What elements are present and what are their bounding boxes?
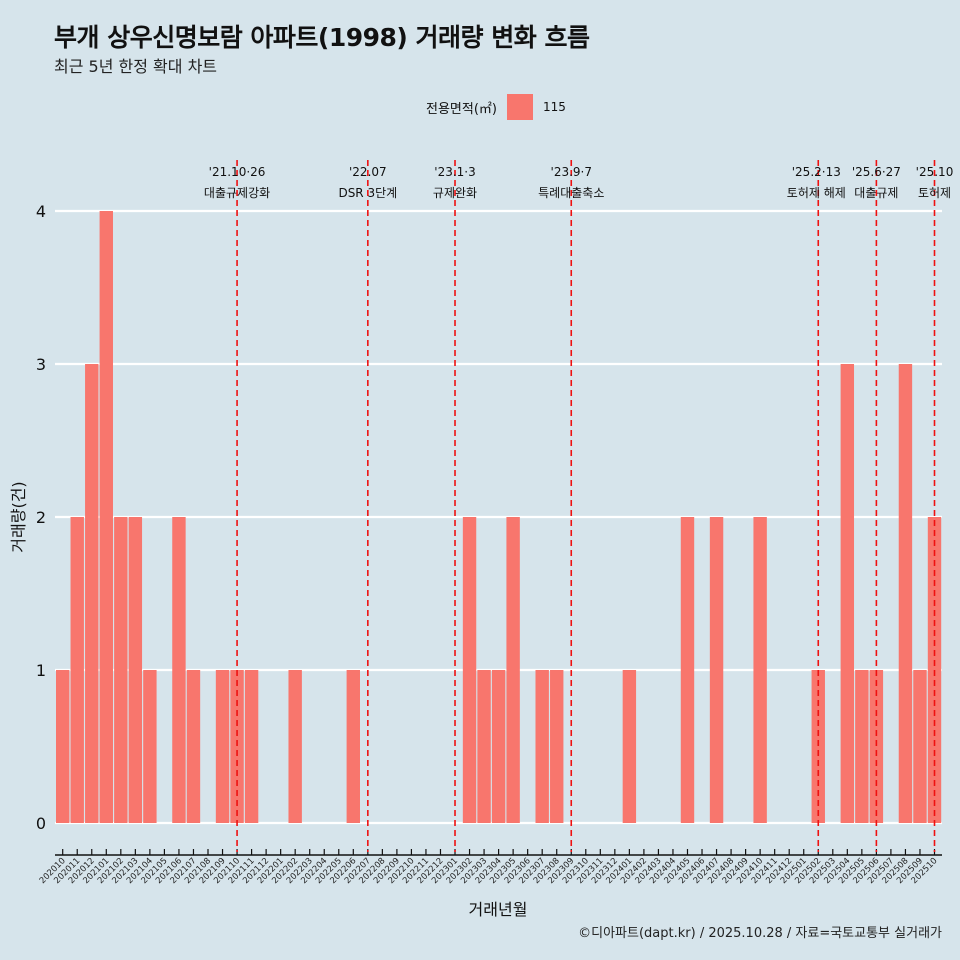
- bar: [869, 670, 884, 823]
- bar: [709, 517, 724, 823]
- bar: [840, 364, 855, 823]
- event-label: DSR 3단계: [338, 186, 397, 200]
- y-tick-label: 3: [36, 355, 46, 374]
- event-date: '25.10: [916, 165, 954, 179]
- event-label: 토허제 해제: [787, 186, 846, 200]
- bar: [491, 670, 506, 823]
- bar: [172, 517, 186, 823]
- event-date: '25.2·13: [792, 165, 841, 179]
- event-label: 특례대출축소: [538, 186, 604, 200]
- event-label: 대출규제강화: [204, 186, 270, 200]
- event-label: 토허제: [918, 186, 951, 200]
- bar: [477, 670, 491, 823]
- y-tick-label: 0: [36, 814, 46, 833]
- bar: [913, 670, 927, 823]
- legend: 전용면적(㎡) 115: [426, 94, 566, 120]
- y-axis-title: 거래량(건): [9, 481, 28, 552]
- bar: [85, 364, 99, 823]
- bar: [244, 670, 259, 823]
- bar: [186, 670, 201, 823]
- legend-title: 전용면적(㎡): [426, 101, 497, 117]
- bar: [288, 670, 302, 823]
- bar: [114, 517, 128, 823]
- bar: [56, 670, 70, 823]
- y-tick-label: 4: [36, 202, 46, 221]
- bar: [811, 670, 825, 823]
- bar: [70, 517, 84, 823]
- event-date: '22.07: [349, 165, 387, 179]
- bar: [99, 211, 113, 823]
- bar: [622, 670, 637, 823]
- event-date: '23.9·7: [551, 165, 592, 179]
- event-label: 대출규제: [854, 186, 898, 200]
- chart-subtitle: 최근 5년 한정 확대 차트: [54, 57, 218, 76]
- bar: [855, 670, 869, 823]
- bar: [128, 517, 143, 823]
- bar: [680, 517, 695, 823]
- bar: [346, 670, 360, 823]
- x-axis-title: 거래년월: [469, 900, 528, 919]
- event-date: '21.10·26: [209, 165, 266, 179]
- y-tick-label: 1: [36, 661, 46, 680]
- bar: [143, 670, 157, 823]
- bar: [462, 517, 477, 823]
- bar: [898, 364, 913, 823]
- bar: [230, 670, 244, 823]
- legend-label: 115: [542, 100, 566, 114]
- bar: [215, 670, 230, 823]
- legend-swatch: [506, 94, 533, 120]
- chart-title: 부개 상우신명보람 아파트(1998) 거래량 변화 흐름: [54, 23, 590, 52]
- event-label: 규제완화: [433, 186, 477, 200]
- bar: [550, 670, 564, 823]
- event-date: '23.1·3: [434, 165, 475, 179]
- caption: ©디아파트(dapt.kr) / 2025.10.28 / 자료=국토교통부 실…: [578, 926, 942, 941]
- bar: [506, 517, 520, 823]
- event-date: '25.6·27: [852, 165, 901, 179]
- bar: [535, 670, 549, 823]
- y-tick-label: 2: [36, 508, 46, 527]
- bar: [753, 517, 767, 823]
